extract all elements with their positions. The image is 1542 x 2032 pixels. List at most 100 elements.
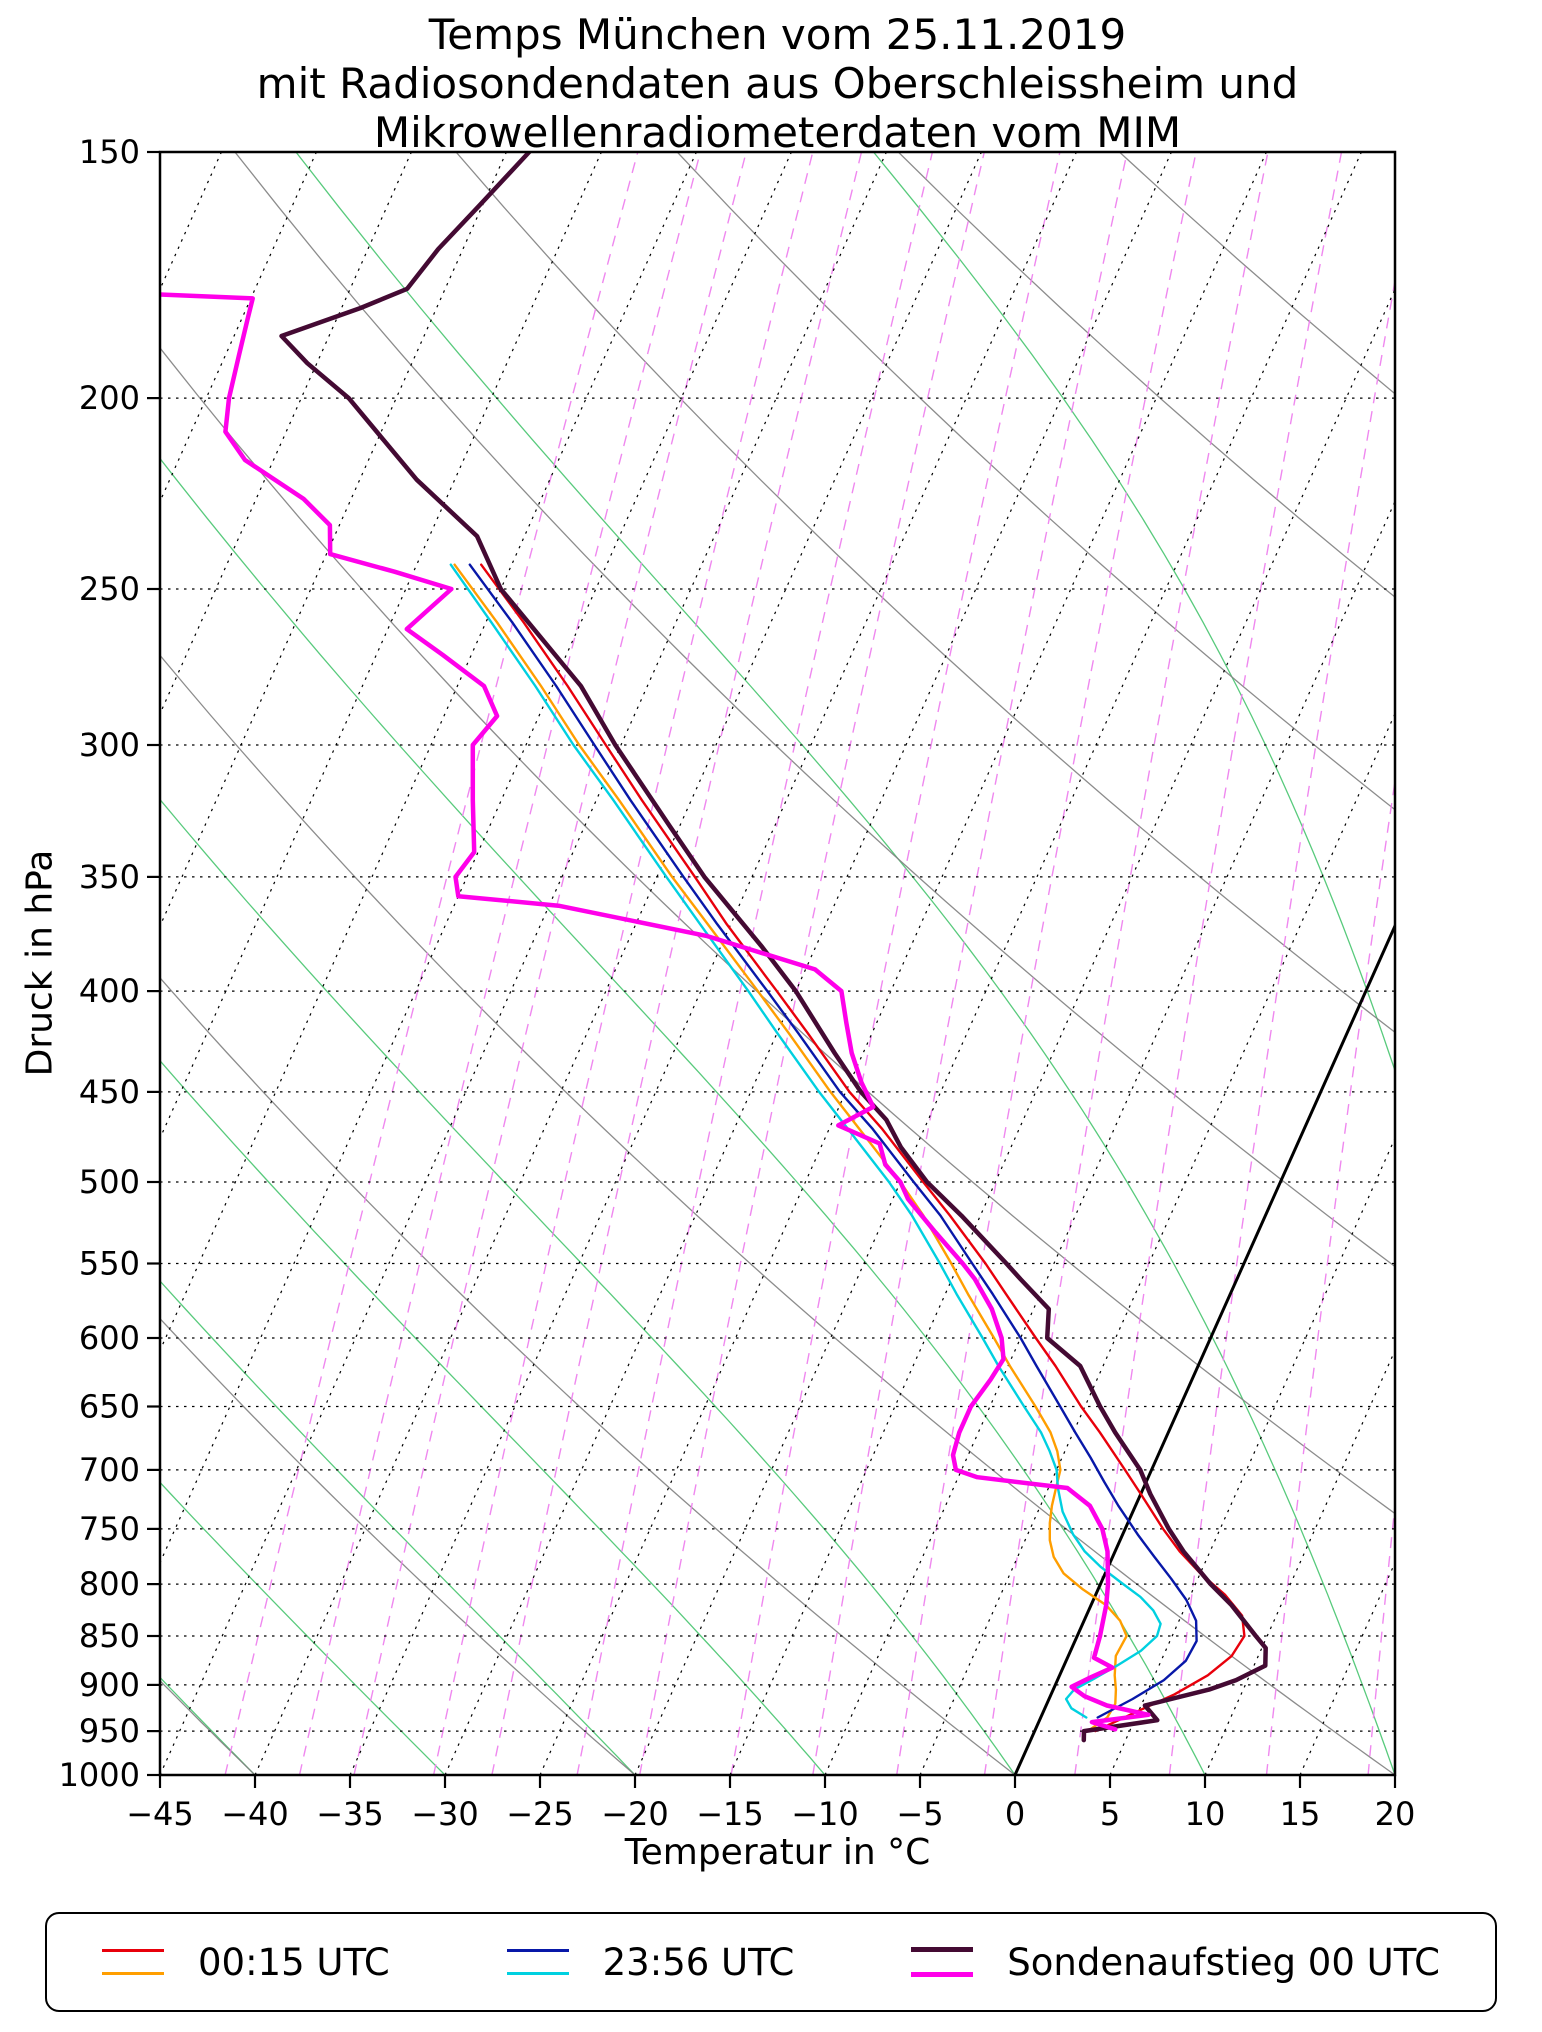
y-tick-label: 550 [79,1245,140,1283]
mixing-ratio-line [1168,277,1395,1775]
x-tick-label: −40 [221,1795,289,1833]
moist-adiabat-line [1499,152,1542,1775]
isotherm-line [160,152,697,1352]
x-tick-label: −20 [601,1795,669,1833]
y-axis-label: Druck in hPa [19,849,61,1077]
mixing-ratio-line [639,152,985,1775]
mixing-ratio-line [576,152,934,1775]
isotherm-line [160,152,317,503]
chart-title-line2: mit Radiosondendaten aus Oberschleisshei… [256,59,1299,108]
dry-adiabat-line [160,346,1395,1515]
y-tick-label: 400 [79,972,140,1010]
y-tick-label: 200 [79,379,140,417]
moist-adiabats-group [160,152,1542,1775]
x-tick-label: 5 [1100,1795,1120,1833]
mixing-ratio-line [1074,152,1343,1775]
isotherm-line [824,499,1395,1775]
legend: 00:15 UTC 23:56 UTC Sondenaufstieg 00 UT… [45,1912,1497,2012]
legend-line-swatch-blue [506,1949,569,1952]
y-tick-label: 300 [79,726,140,764]
x-tick-label: −35 [316,1795,384,1833]
isotherm-line [160,152,507,928]
mixing-ratio-line [224,152,639,1775]
moist-adiabat-line [295,152,1395,1775]
plot-border [158,150,1397,1777]
y-tick-label: 600 [79,1319,140,1357]
legend-line-swatch-orange [102,1972,164,1975]
x-tick-label: 0 [1005,1795,1025,1833]
y-tick-label: 650 [79,1388,140,1426]
sounding-curves [160,152,1268,1743]
mixing-ratio-line [1265,776,1395,1775]
mixing-ratio-line [730,152,1061,1775]
dry-adiabat-line [234,152,1395,1268]
chart-title-line1: Temps München vom 25.11.2019 [428,10,1127,59]
y-tick-label: 950 [79,1712,140,1750]
x-tick-label: 20 [1375,1795,1416,1833]
moist-adiabat-line [160,1481,446,1775]
x-tick-label: −30 [411,1795,479,1833]
dry-adiabat-line [160,654,1395,1775]
legend-item-0015utc: 00:15 UTC [102,1941,390,1984]
legend-item-sondenaufstieg: Sondenaufstieg 00 UTC [911,1941,1440,1984]
mixing-ratio-line [1472,152,1542,1775]
moist-adiabat-line [872,152,1395,1073]
x-tick-label: −5 [896,1795,943,1833]
y-tick-label: 850 [79,1617,140,1655]
isotherm-line [160,152,412,716]
y-tick-label: 700 [79,1451,140,1489]
isotherm-line [444,152,1172,1775]
x-tick-label: −45 [126,1795,194,1833]
mixing-ratio-line [491,152,863,1775]
mixing-ratio-line [812,152,1128,1775]
chart-title-line3: Mikrowellenradiometerdaten vom MIM [373,108,1182,157]
legend-line-swatch-magenta [911,1972,974,1977]
chart-title: Temps München vom 25.11.2019 mit Radioso… [160,10,1395,157]
moist-adiabat-line [160,1280,636,1775]
y-tick-label: 350 [79,858,140,896]
y-tick-label: 800 [79,1565,140,1603]
dry-adiabat-line [160,1317,636,1775]
legend-item-2356utc: 23:56 UTC [506,1940,795,1984]
y-tick-label: 500 [79,1163,140,1201]
mixing-ratio-line [983,152,1269,1775]
legend-line-swatch-darkpurple [911,1947,974,1952]
series-00-15-utc-taupunkt [453,563,1128,1733]
legend-label: 23:56 UTC [602,1940,795,1984]
isotherm-line [919,712,1395,1775]
y-tick-label: 750 [79,1510,140,1548]
x-tick-label: 15 [1280,1795,1321,1833]
axis-ticks: −45 −40 −35 −30 −25 −20 −15 −10 −5 0 5 10 15 20 150 200… [59,133,1416,1833]
dry-adiabats-group [160,152,1395,1775]
mixing-ratio-line [298,152,702,1775]
y-tick-label: 250 [79,570,140,608]
legend-label: Sondenaufstieg 00 UTC [1007,1940,1440,1984]
isotherm-line [1204,1349,1395,1775]
isotherms-group [160,152,1395,1775]
isotherm-line [160,152,602,1140]
dry-adiabat-line [160,976,1016,1775]
x-tick-label: −25 [506,1795,574,1833]
dry-adiabat-line [455,152,1395,1034]
legend-line-swatch-cyan [506,1972,569,1975]
y-tick-label: 150 [79,133,140,171]
isotherm-line [1299,1561,1395,1775]
isotherm-line [160,152,792,1565]
legend-line-swatch-red [102,1949,164,1952]
x-axis-label: Temperatur in °C [624,1832,931,1873]
dry-adiabat-line [1118,152,1395,395]
series-00-15-utc-temperatur [480,563,1246,1733]
series-sondenaufstieg-00-utc-taupunkt [160,292,1151,1732]
isotherm-line [1109,1136,1395,1775]
isotherm-line [254,152,982,1775]
legend-swatches [102,1949,164,1975]
legend-label: 00:15 UTC [198,1940,390,1984]
moist-adiabat-line [160,798,1016,1775]
moist-adiabat-line [160,1059,826,1775]
isotherm-line [729,287,1395,1775]
x-tick-label: −10 [791,1795,859,1833]
moist-adiabat-line [160,457,1206,1775]
y-tick-label: 900 [79,1666,140,1704]
y-tick-label: 450 [79,1073,140,1111]
series-23-56-utc-taupunkt [449,563,1162,1719]
